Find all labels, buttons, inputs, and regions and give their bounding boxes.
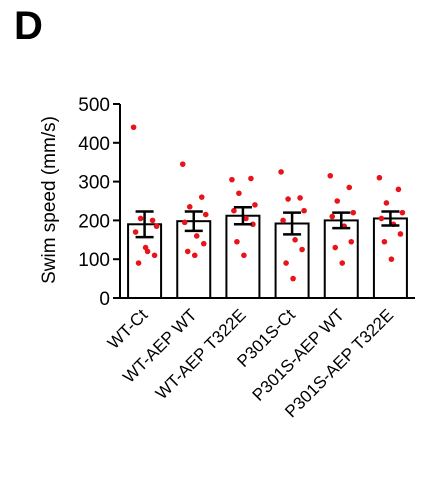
data-point xyxy=(153,223,160,230)
data-point xyxy=(236,190,242,197)
data-point xyxy=(399,209,406,216)
data-point xyxy=(149,217,156,224)
data-point xyxy=(395,186,402,193)
data-point xyxy=(299,246,305,253)
y-tick-label: 100 xyxy=(78,250,110,271)
error-bars xyxy=(135,205,400,239)
data-point xyxy=(243,215,249,222)
data-point xyxy=(151,252,158,259)
panel-letter: D xyxy=(14,4,43,48)
category-label: WT-AEP T322E xyxy=(152,305,250,403)
bar xyxy=(176,220,212,299)
data-point xyxy=(252,202,258,208)
data-point xyxy=(142,244,149,251)
data-point xyxy=(329,213,336,220)
data-point xyxy=(241,252,247,259)
data-point xyxy=(297,195,303,201)
data-point xyxy=(339,260,346,266)
data-point xyxy=(283,260,289,266)
y-tick-label: 400 xyxy=(78,134,110,155)
data-point xyxy=(327,172,334,179)
data-point xyxy=(229,176,235,183)
bars xyxy=(127,214,408,300)
data-point xyxy=(250,221,256,228)
data-point xyxy=(285,196,291,202)
data-point xyxy=(280,217,286,224)
data-point xyxy=(346,184,353,191)
data-point xyxy=(135,260,142,266)
data-point xyxy=(397,231,404,237)
data-point xyxy=(292,237,298,243)
data-point xyxy=(248,175,254,182)
data-points xyxy=(130,124,406,282)
data-point xyxy=(179,161,186,167)
y-tick-label: 200 xyxy=(78,211,110,232)
data-point xyxy=(350,209,357,216)
data-point xyxy=(184,248,191,255)
data-point xyxy=(383,200,390,206)
y-axis-label: Swim speed (mm/s) xyxy=(39,116,60,284)
data-point xyxy=(290,275,296,282)
data-point xyxy=(278,169,284,175)
data-point xyxy=(348,238,355,245)
data-point xyxy=(388,256,395,263)
y-tick-label: 300 xyxy=(78,173,110,194)
data-point xyxy=(137,215,144,222)
data-point xyxy=(181,219,188,226)
data-point xyxy=(332,244,339,251)
data-point xyxy=(234,238,240,245)
y-tick-label: 500 xyxy=(78,95,110,116)
axes: 0 100 200 300 400 500 xyxy=(78,95,415,310)
data-point xyxy=(193,233,200,239)
data-point xyxy=(301,207,307,214)
data-point xyxy=(202,211,209,218)
data-point xyxy=(378,215,385,222)
data-point xyxy=(186,204,193,210)
data-point xyxy=(200,240,207,247)
bar xyxy=(274,222,310,299)
y-tick-label: 0 xyxy=(99,289,110,310)
bar xyxy=(323,219,359,299)
data-point xyxy=(130,124,137,131)
category-label: WT-Ct xyxy=(104,305,152,353)
data-point xyxy=(191,252,198,259)
data-point xyxy=(381,238,388,245)
data-point xyxy=(198,194,205,200)
data-point xyxy=(231,207,237,214)
data-point xyxy=(132,229,139,235)
data-point xyxy=(376,174,383,181)
data-point xyxy=(334,198,341,204)
